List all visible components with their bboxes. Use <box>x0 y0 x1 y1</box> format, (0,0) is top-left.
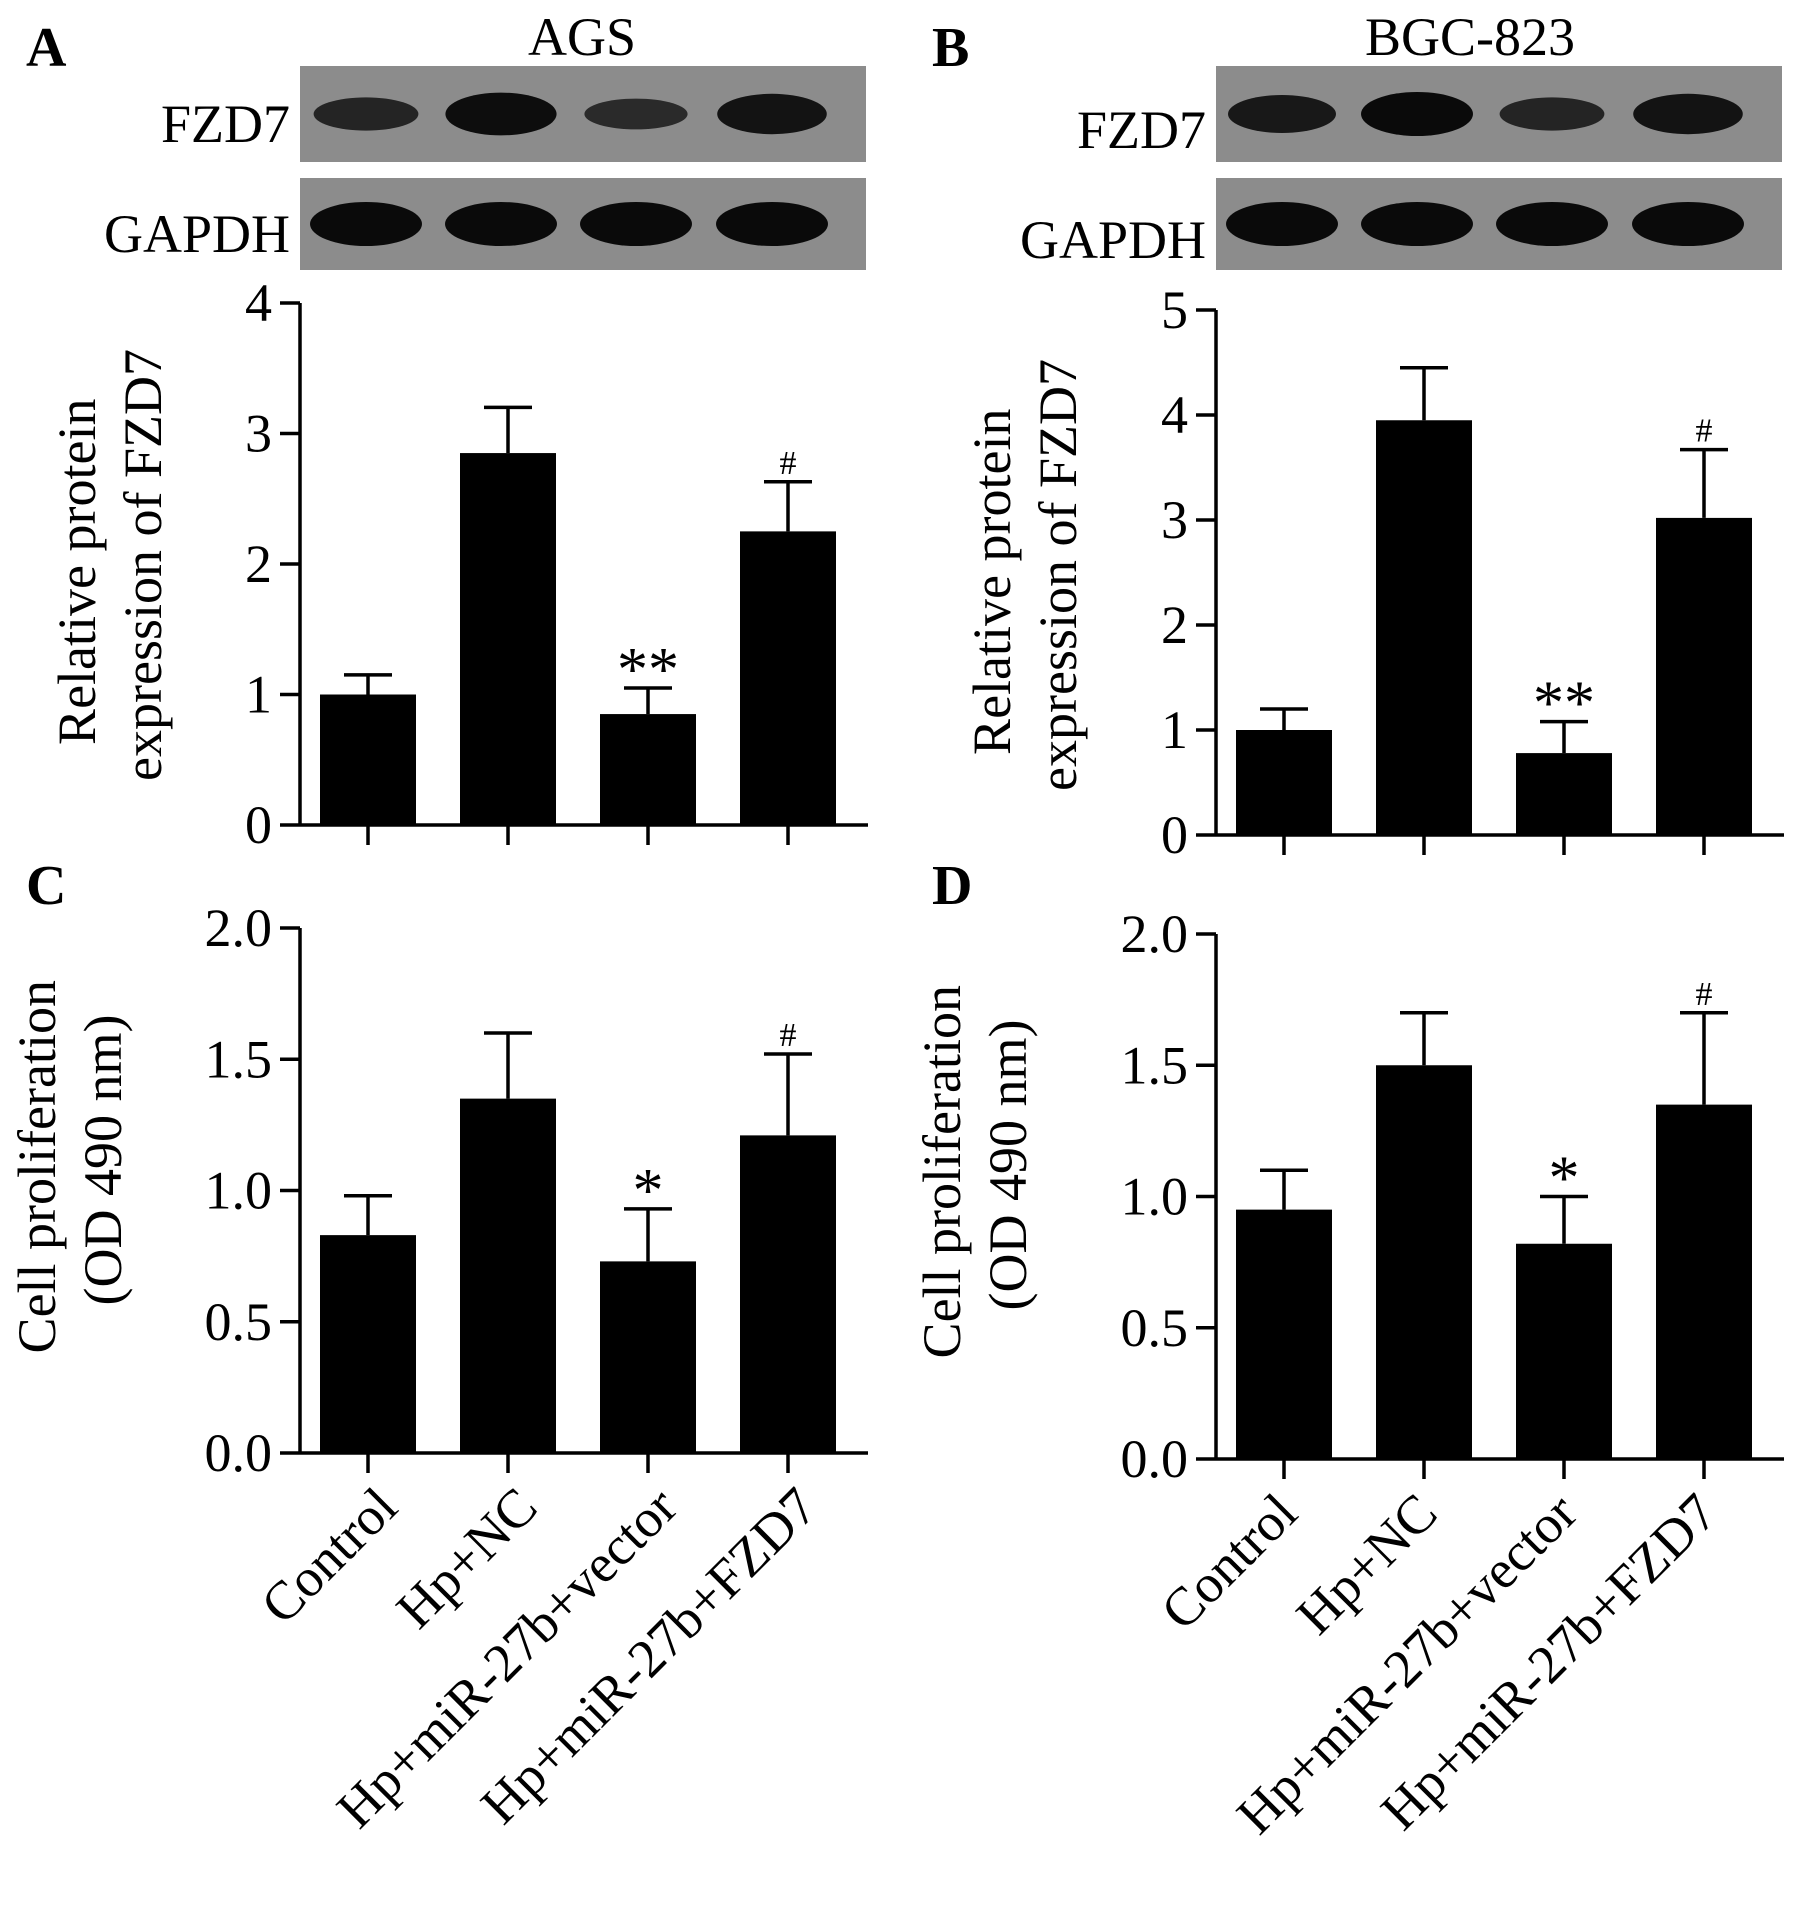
bar-d-1 <box>1376 1065 1472 1459</box>
bar-c-3 <box>740 1135 836 1453</box>
bar-b-0 <box>1236 730 1332 835</box>
y-tick-label-a: 3 <box>245 404 272 464</box>
y-tick-label-d: 2.0 <box>1121 904 1189 964</box>
western-blot-a: FZD7 GAPDH <box>104 66 866 270</box>
y-axis-title-c-line2: (OD 490 nm) <box>73 1015 133 1306</box>
y-axis-title-d: Cell proliferation (OD 490 nm) <box>912 972 1038 1359</box>
blot-bands-fzd7-a <box>313 92 827 136</box>
blot-band-a-1-0 <box>310 202 422 246</box>
x-tick-label-control-left: Control <box>249 1476 408 1635</box>
y-tick-label-b: 1 <box>1161 700 1188 760</box>
panel-letter-a: A <box>26 17 67 79</box>
significance-marker-b-2: ** <box>1533 670 1595 738</box>
blot-band-b-0-2 <box>1499 97 1605 131</box>
y-axis-title-b-line2: expression of FZD7 <box>1028 359 1088 791</box>
blot-band-b-0-0 <box>1228 95 1336 133</box>
y-tick-label-b: 0 <box>1161 805 1188 865</box>
blot-title-bgc823: BGC-823 <box>1365 7 1575 67</box>
x-axis-labels-right: Control Hp+NC Hp+miR-27b+vector Hp+miR-2… <box>1149 1482 1728 1845</box>
blot-band-a-1-3 <box>716 202 828 246</box>
y-tick-label-b: 5 <box>1161 280 1188 340</box>
chart-a: Relative protein expression of FZD7 0 1 2 3… <box>47 273 868 855</box>
blot-band-b-0-3 <box>1633 93 1743 135</box>
y-tick-label-a: 2 <box>245 534 272 594</box>
bar-b-3 <box>1656 517 1752 835</box>
significance-marker-b-3: # <box>1696 413 1713 450</box>
y-tick-label-b: 2 <box>1161 595 1188 655</box>
y-tick-label-d: 0.5 <box>1121 1298 1189 1358</box>
y-tick-label-b: 4 <box>1161 385 1188 445</box>
bar-c-2 <box>600 1261 696 1453</box>
bar-a-0 <box>320 694 416 825</box>
bar-a-2 <box>600 714 696 825</box>
significance-marker-c-3: # <box>780 1017 797 1054</box>
blot-bands-gapdh-a <box>310 202 828 246</box>
blot-label-gapdh-b: GAPDH <box>1020 210 1206 270</box>
bar-d-0 <box>1236 1209 1332 1459</box>
significance-marker-c-2: * <box>633 1157 664 1225</box>
y-tick-label-c: 1.0 <box>205 1161 273 1221</box>
y-axis-title-a-line1: Relative protein <box>47 399 107 745</box>
y-tick-label-a: 1 <box>245 665 272 725</box>
bar-d-3 <box>1656 1104 1752 1459</box>
blot-band-b-1-2 <box>1496 202 1608 246</box>
y-tick-label-c: 0.0 <box>205 1423 273 1483</box>
bar-c-0 <box>320 1235 416 1453</box>
bar-c-1 <box>460 1098 556 1453</box>
bar-b-1 <box>1376 420 1472 835</box>
x-tick-label-control-right: Control <box>1149 1482 1308 1641</box>
blot-band-b-1-1 <box>1361 202 1473 246</box>
panel-letter-d: D <box>932 855 972 917</box>
y-tick-label-b: 3 <box>1161 490 1188 550</box>
blot-title-ags: AGS <box>528 7 636 67</box>
bar-b-2 <box>1516 753 1612 835</box>
y-tick-label-c: 1.5 <box>205 1029 273 1089</box>
panel-letter-b: B <box>932 17 969 79</box>
blot-band-a-0-1 <box>445 92 557 136</box>
y-axis-title-d-line1: Cell proliferation <box>912 985 972 1358</box>
y-axis-title-b: Relative protein expression of FZD7 <box>962 359 1088 791</box>
y-axis-title-a-line2: expression of FZD7 <box>113 349 173 781</box>
y-tick-label-d: 0.0 <box>1121 1429 1189 1489</box>
blot-band-a-1-1 <box>445 202 557 246</box>
y-tick-label-d: 1.0 <box>1121 1167 1189 1227</box>
blot-band-a-1-2 <box>580 202 692 246</box>
significance-marker-d-2: * <box>1549 1145 1580 1213</box>
significance-marker-d-3: # <box>1696 976 1713 1013</box>
bar-a-3 <box>740 531 836 825</box>
bar-d-2 <box>1516 1243 1612 1459</box>
blot-band-b-1-0 <box>1226 202 1338 246</box>
blot-band-b-0-1 <box>1361 92 1473 136</box>
y-tick-label-d: 1.5 <box>1121 1035 1189 1095</box>
y-axis-title-a: Relative protein expression of FZD7 <box>47 349 173 781</box>
chart-d: Cell proliferation (OD 490 nm) 0.0 0.5 1.0… <box>912 904 1784 1489</box>
y-tick-label-a: 0 <box>245 795 272 855</box>
blot-bands-fzd7-b <box>1228 92 1743 136</box>
y-tick-label-c: 0.5 <box>205 1292 273 1352</box>
blot-band-b-1-3 <box>1632 202 1744 246</box>
significance-marker-a-3: # <box>780 445 797 482</box>
bar-a-1 <box>460 453 556 825</box>
panel-letter-c: C <box>26 855 66 917</box>
blot-bands-gapdh-b <box>1226 202 1744 246</box>
blot-band-a-0-2 <box>584 98 688 130</box>
chart-b: Relative protein expression of FZD7 0 1 2 3… <box>962 280 1784 865</box>
blot-label-gapdh-a: GAPDH <box>104 204 290 264</box>
blot-band-a-0-0 <box>313 97 419 131</box>
chart-c: Cell proliferation (OD 490 nm) 0.0 0.5 1.0… <box>7 898 868 1483</box>
y-axis-title-c: Cell proliferation (OD 490 nm) <box>7 967 133 1354</box>
y-tick-label-a: 4 <box>245 273 272 333</box>
blot-label-fzd7-a: FZD7 <box>161 94 290 154</box>
y-axis-title-c-line1: Cell proliferation <box>7 980 67 1353</box>
significance-marker-a-2: ** <box>617 636 679 704</box>
western-blot-b: FZD7 GAPDH <box>1020 66 1782 270</box>
y-axis-title-d-line2: (OD 490 nm) <box>978 1020 1038 1311</box>
blot-band-a-0-3 <box>717 93 827 135</box>
y-tick-label-c: 2.0 <box>205 898 273 958</box>
blot-label-fzd7-b: FZD7 <box>1077 100 1206 160</box>
y-axis-title-b-line1: Relative protein <box>962 409 1022 755</box>
x-axis-labels-left: Control Hp+NC Hp+miR-27b+vector Hp+miR-2… <box>249 1476 828 1839</box>
